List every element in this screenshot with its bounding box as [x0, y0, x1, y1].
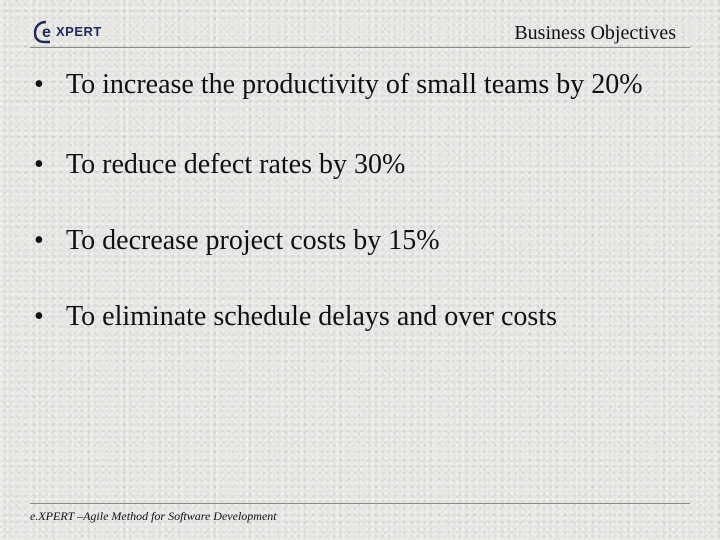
objective-item: To reduce defect rates by 30%	[30, 148, 680, 224]
objective-item: To eliminate schedule delays and over co…	[30, 300, 680, 334]
objectives-list: To increase the productivity of small te…	[30, 68, 680, 334]
page-title: Business Objectives	[514, 22, 676, 44]
svg-text:XPERT: XPERT	[56, 24, 102, 39]
svg-text:e: e	[42, 24, 51, 41]
footer-divider	[30, 503, 690, 504]
footer-caption: e.XPERT –Agile Method for Software Devel…	[30, 509, 277, 523]
header-divider	[30, 47, 690, 48]
objective-item: To decrease project costs by 15%	[30, 224, 680, 300]
objective-item: To increase the productivity of small te…	[30, 68, 680, 148]
expert-logo-icon: e XPERT	[34, 18, 114, 44]
